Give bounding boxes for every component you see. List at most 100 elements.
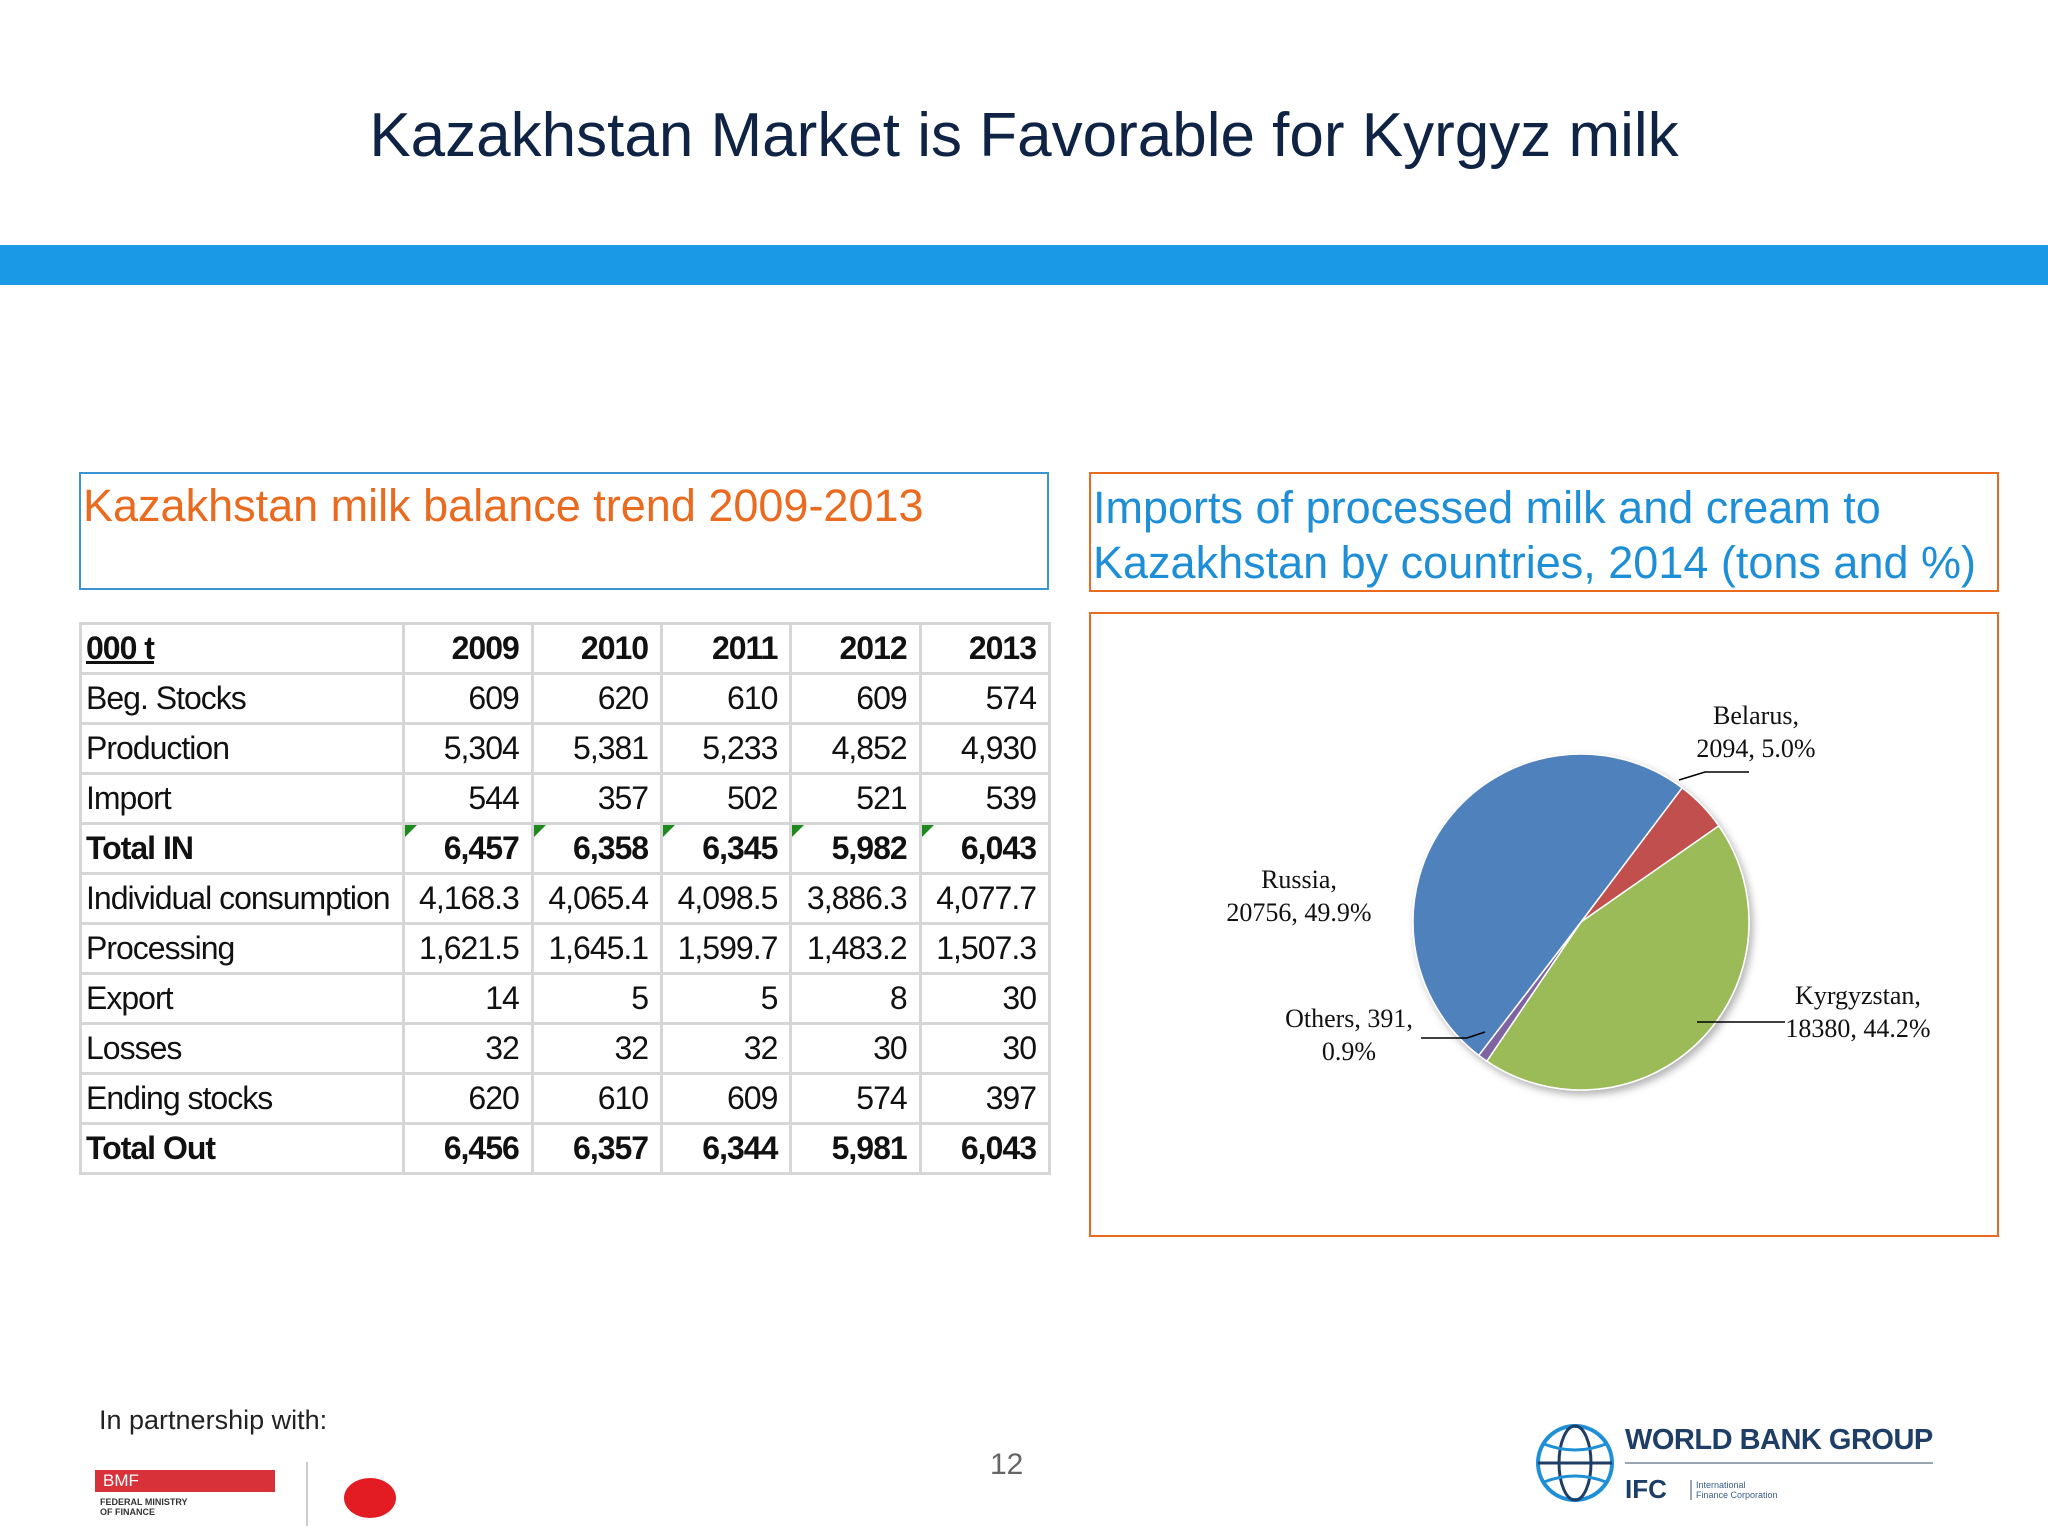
cell-value: 609 bbox=[726, 1080, 778, 1116]
leader-line-belarus bbox=[1678, 771, 1749, 781]
table-cell: 397 bbox=[918, 1072, 1052, 1125]
cell-value: 609 bbox=[468, 680, 519, 716]
table-cell: 5 bbox=[660, 972, 793, 1025]
error-indicator-icon bbox=[404, 825, 417, 837]
cell-value: 5 bbox=[631, 980, 649, 1016]
red-circle-logo bbox=[344, 1478, 396, 1518]
table-cell: 4,168.3 bbox=[401, 872, 534, 925]
table-cell: 610 bbox=[660, 672, 793, 725]
data-label-kyrgyzstan: Kyrgyzstan, bbox=[1795, 981, 1921, 1010]
data-label-belarus: Belarus, bbox=[1713, 701, 1799, 730]
table-row: Total Out 6,456 6,357 6,344 5,981 6,043 bbox=[79, 1122, 1052, 1175]
cell-value: 1,507.3 bbox=[936, 930, 1037, 966]
cell-value: 610 bbox=[726, 680, 778, 716]
world-bank-group-logo: WORLD BANK GROUP bbox=[1625, 1424, 1933, 1456]
table-cell: 6,358 bbox=[530, 822, 664, 875]
cell-value: 4,077.7 bbox=[936, 880, 1037, 916]
cell-value: 5 bbox=[760, 980, 779, 1016]
table-cell: 3,886.3 bbox=[789, 872, 922, 925]
chart-caption-line1: Imports of processed milk and cream to bbox=[1093, 482, 1881, 533]
cell-value: 4,930 bbox=[960, 730, 1037, 766]
cell-value: 5,981 bbox=[831, 1130, 908, 1166]
table-cell: 620 bbox=[530, 672, 664, 725]
data-label-belarus: 2094, 5.0% bbox=[1696, 734, 1815, 763]
table-cell: 30 bbox=[918, 1022, 1052, 1075]
cell-value: 14 bbox=[485, 980, 520, 1016]
table-cell: 574 bbox=[918, 672, 1052, 725]
cell-value: 5,304 bbox=[443, 730, 520, 766]
table-cell: 32 bbox=[660, 1022, 793, 1075]
bmf-logo: BMF bbox=[95, 1470, 275, 1492]
table-cell: 5,304 bbox=[401, 722, 534, 775]
table-caption-box: Kazakhstan milk balance trend 2009-2013 bbox=[79, 472, 1049, 590]
partnership-label: In partnership with: bbox=[99, 1405, 328, 1435]
cell-value: 1,483.2 bbox=[806, 930, 908, 966]
table-cell: 610 bbox=[530, 1072, 664, 1125]
year-header: 2011 bbox=[660, 622, 793, 675]
header-divider-bar bbox=[0, 245, 2048, 285]
table-cell: 521 bbox=[789, 772, 922, 825]
unit-header: 000 t bbox=[86, 630, 155, 666]
table-cell: 30 bbox=[789, 1022, 922, 1075]
row-label: Total IN bbox=[79, 822, 405, 875]
table-caption: Kazakhstan milk balance trend 2009-2013 bbox=[83, 480, 924, 531]
table-cell: 609 bbox=[660, 1072, 793, 1125]
table-row: Individual consumption 4,168.3 4,065.4 4,09… bbox=[79, 872, 1052, 925]
cell-value: 6,358 bbox=[573, 830, 649, 866]
cell-value: 1,645.1 bbox=[548, 930, 649, 966]
cell-value: 30 bbox=[1002, 980, 1037, 1016]
pie-slice-kyrgyzstan bbox=[1485, 824, 1750, 1091]
table-cell: 609 bbox=[401, 672, 534, 725]
cell-value: 521 bbox=[856, 780, 907, 816]
table-cell: 5,381 bbox=[530, 722, 664, 775]
table-cell: 6,344 bbox=[660, 1122, 793, 1175]
table-cell: 1,645.1 bbox=[530, 922, 664, 975]
table-cell: 544 bbox=[401, 772, 534, 825]
cell-value: 32 bbox=[614, 1030, 650, 1066]
table-header-row: 000 t 2009 2010 2011 2012 2013 bbox=[79, 622, 1052, 675]
cell-value: 5,233 bbox=[702, 730, 778, 766]
year-header: 2013 bbox=[918, 622, 1052, 675]
cell-value: 620 bbox=[597, 680, 649, 716]
cell-value: 30 bbox=[873, 1030, 908, 1066]
table-cell: 539 bbox=[918, 772, 1052, 825]
ifc-sub-line1: International bbox=[1696, 1480, 1746, 1490]
bmf-sub-line2: OF FINANCE bbox=[100, 1507, 155, 1517]
chart-caption-line2: Kazakhstan by countries, 2014 (tons and … bbox=[1093, 537, 1977, 588]
milk-balance-table: 000 t 2009 2010 2011 2012 2013 Beg. Stocks 609 6… bbox=[79, 622, 1052, 1175]
cell-value: 1,599.7 bbox=[677, 930, 779, 966]
cell-value: 397 bbox=[985, 1080, 1037, 1116]
bmf-logo-subtitle: FEDERAL MINISTRY OF FINANCE bbox=[100, 1497, 188, 1517]
table-cell: 5,233 bbox=[660, 722, 793, 775]
table-cell: 1,621.5 bbox=[401, 922, 534, 975]
year-header: 2009 bbox=[401, 622, 534, 675]
table-cell: 1,507.3 bbox=[918, 922, 1052, 975]
table-cell: 6,345 bbox=[660, 822, 793, 875]
cell-value: 6,357 bbox=[573, 1130, 649, 1166]
cell-value: 502 bbox=[726, 780, 778, 816]
logo-divider bbox=[306, 1462, 308, 1526]
pie-slices bbox=[1412, 753, 1750, 1091]
cell-value: 620 bbox=[468, 1080, 519, 1116]
leader-line-others bbox=[1421, 1031, 1486, 1039]
table-cell: 5,981 bbox=[789, 1122, 922, 1175]
table-cell: 4,065.4 bbox=[530, 872, 664, 925]
cell-value: 8 bbox=[889, 980, 908, 1016]
cell-value: 4,852 bbox=[831, 730, 908, 766]
slide-title: Kazakhstan Market is Favorable for Kyrgy… bbox=[369, 101, 1679, 170]
table-cell: 6,457 bbox=[401, 822, 534, 875]
row-label: Export bbox=[79, 972, 405, 1025]
table-cell: 14 bbox=[401, 972, 534, 1025]
cell-value: 30 bbox=[1002, 1030, 1037, 1066]
cell-value: 32 bbox=[485, 1030, 520, 1066]
table-cell: 4,930 bbox=[918, 722, 1052, 775]
table-cell: 5 bbox=[530, 972, 664, 1025]
table-cell: 6,357 bbox=[530, 1122, 664, 1175]
table-cell: 4,077.7 bbox=[918, 872, 1052, 925]
cell-value: 610 bbox=[597, 1080, 649, 1116]
pie-chart: Belarus, 2094, 5.0% Kyrgyzstan, 18380, 44.2… bbox=[1226, 701, 1931, 1091]
table-cell: 357 bbox=[530, 772, 664, 825]
chart-caption: Imports of processed milk and cream to K… bbox=[1093, 480, 1976, 590]
table-cell: 4,098.5 bbox=[660, 872, 793, 925]
cell-value: 4,098.5 bbox=[677, 880, 779, 916]
